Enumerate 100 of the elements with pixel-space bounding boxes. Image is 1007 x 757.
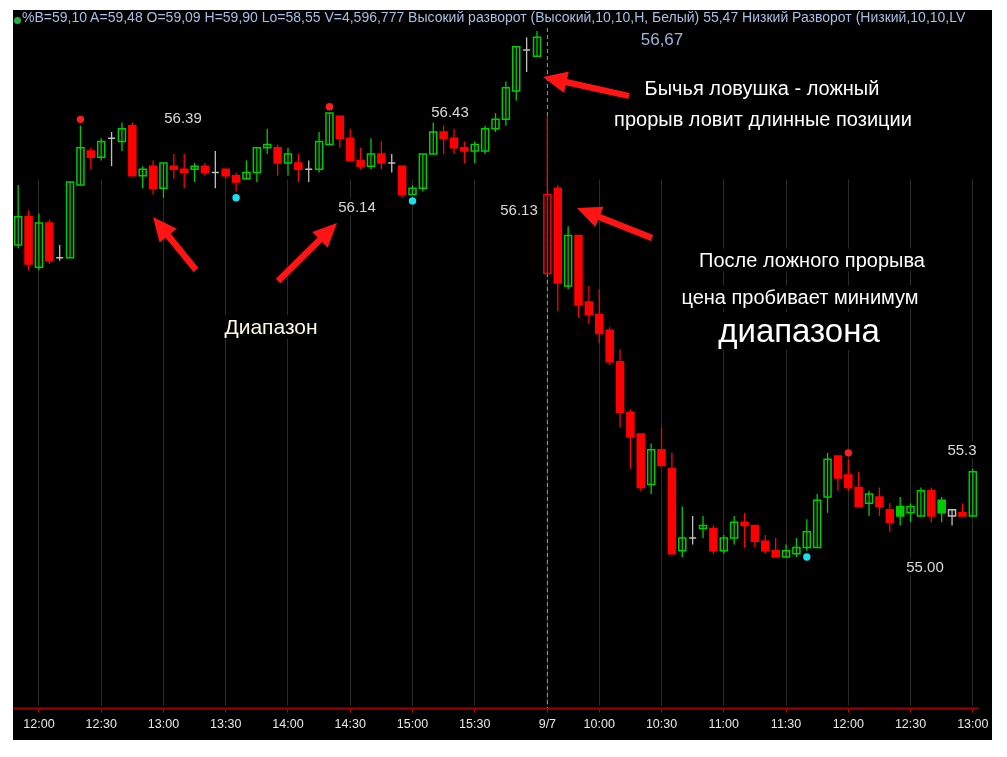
candlestick [169,153,179,180]
x-tick-label: 13:00 [147,716,180,731]
candlestick [646,442,656,495]
candlestick [138,165,147,189]
candlestick [916,486,926,517]
candlestick [13,184,23,249]
candlestick [65,181,75,259]
candlestick [262,128,272,155]
x-tick-label: 10:30 [645,716,678,731]
candlestick [812,493,822,549]
point [76,115,85,124]
candlestick [273,143,282,177]
candlestick [377,140,386,170]
annotation: 55.3 [944,441,980,459]
candlestick [543,115,552,275]
candlestick [86,147,96,170]
candlestick [740,512,749,549]
candlestick [937,496,946,523]
candlestick [885,502,895,533]
candlestick [895,496,905,527]
candlestick [148,159,158,196]
annotation: 56.13 [497,201,541,219]
candlestick [864,490,874,517]
annotation: прорыв ловит длинные позиции [611,107,915,131]
text: 55.00 [903,558,947,576]
candlestick [968,467,978,517]
candlestick [719,534,729,555]
annotation: диапазона [715,312,883,350]
candlestick [460,140,469,164]
candlestick [314,131,324,174]
candlestick [34,212,44,271]
candlestick [96,137,106,162]
x-tick-label: 14:00 [272,716,304,731]
point [325,103,334,111]
candlestick [501,80,511,127]
candlestick [345,128,355,162]
candlestick [875,486,884,517]
candlestick [584,285,594,325]
x-tick-label: 11:30 [770,716,802,731]
candlestick [563,225,573,290]
annotation: Диапазон [221,314,321,340]
candlestick [657,426,666,467]
point [844,449,852,457]
candlestick [802,518,812,552]
candlestick [190,162,199,183]
x-tick-label: 9/7 [538,716,557,731]
point [803,553,811,561]
point [232,194,240,202]
annotation: 56.43 [428,103,472,121]
point [408,197,417,205]
candlestick [366,137,376,170]
candlestick [325,112,334,146]
annotation: 56.14 [335,198,379,216]
candlestick [678,505,687,558]
annotation: 56.39 [161,109,205,127]
candlestick [781,543,791,558]
candlestick [532,30,542,57]
candlestick [117,121,127,152]
annotation: Бычья ловушка - ложный [641,76,883,100]
candlestick [283,147,293,177]
x-tick-label: 11:00 [708,716,739,731]
candlestick [947,508,957,527]
annotation: 56,67 [637,30,687,50]
candlestick [439,125,448,155]
candlestick [792,537,801,558]
candlestick [480,125,490,155]
candlestick [698,515,708,539]
candlestick [356,147,365,170]
candlestick [335,115,345,149]
x-tick-label: 14:30 [334,716,366,731]
candlestick [418,153,428,193]
candlestick [242,159,251,180]
annotation: цена пробивает минимум [678,285,922,309]
candlestick [252,147,262,183]
candlestick [906,502,915,523]
x-tick-label: 12:30 [894,716,927,731]
x-tick-label: 13:00 [957,716,989,731]
x-tick-label: 15:30 [459,716,491,731]
candlestick [491,112,500,133]
candlestick [76,125,85,186]
x-tick-label: 13:30 [210,716,242,731]
candlestick [750,524,760,549]
candlestick [709,524,718,555]
x-tick-label: 15:00 [396,716,429,731]
candlestick [159,162,168,199]
x-tick-label: 10:00 [583,716,615,731]
candlestick [294,153,303,183]
candlestick [231,171,241,193]
candlestick [512,46,521,102]
candlestick [470,140,479,164]
x-tick-label: 12:00 [832,716,864,731]
candlestick [428,121,438,155]
annotation: После ложного прорыва [696,248,928,272]
candlestick [449,128,459,155]
x-tick-label: 12:00 [23,716,55,731]
candlestick [729,515,739,546]
x-tick-label: 12:30 [85,716,117,731]
candlestick [833,455,843,492]
chart-title: %B=59,10 A=59,48 O=59,09 H=59,90 Lo=58,55 V=4,596,777 Высокий разворот (Высокий,10,10,Н, Белый) 55,47 Низкий Разворот (Низкий,10,10,LV [22,8,966,25]
candlestick [823,452,832,514]
